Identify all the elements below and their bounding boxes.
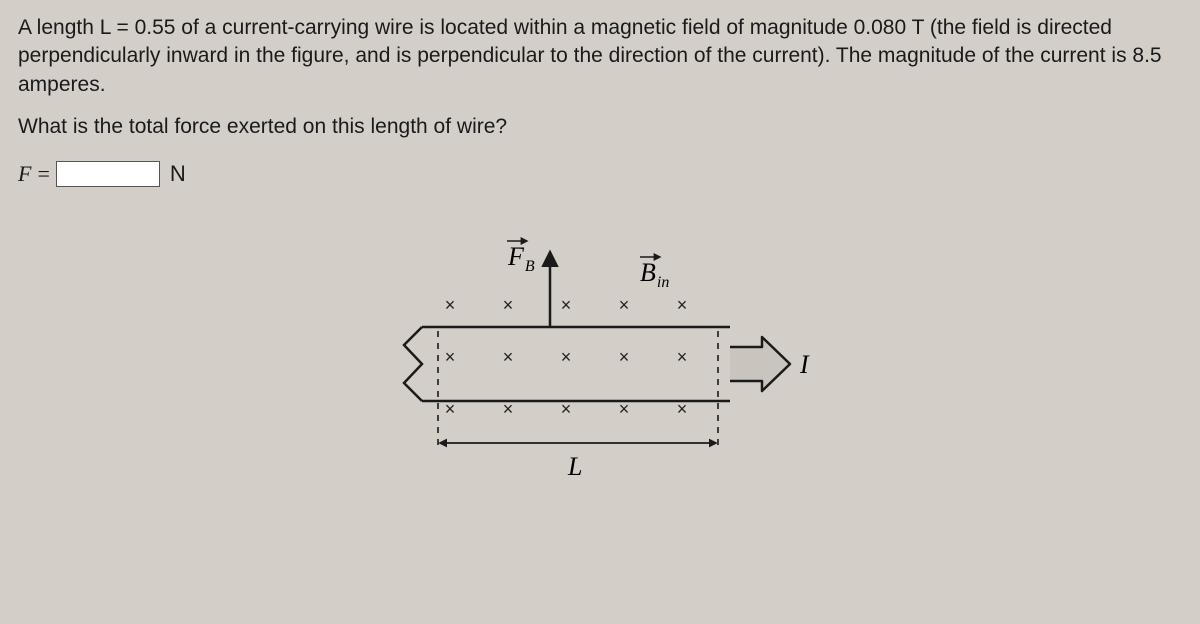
problem-paragraph: A length L = 0.55 of a current-carrying … — [18, 14, 1182, 99]
question-text: What is the total force exerted on this … — [18, 113, 1182, 141]
field-x-icon: × — [561, 347, 572, 367]
field-x-icon: × — [619, 295, 630, 315]
field-x-icon: × — [445, 347, 456, 367]
force-input[interactable] — [56, 161, 160, 187]
figure-container: ××××××××××××××× FB Bin I L — [18, 219, 1182, 519]
field-x-icon: × — [677, 347, 688, 367]
current-arrow — [730, 337, 790, 391]
length-label: L — [567, 452, 582, 481]
field-x-icon: × — [503, 295, 514, 315]
force-label: FB — [507, 242, 535, 275]
current-label: I — [799, 350, 810, 379]
field-x-icon: × — [677, 295, 688, 315]
unit-label: N — [166, 159, 186, 189]
field-x-icon: × — [619, 347, 630, 367]
wire-left-zigzag — [404, 327, 422, 401]
force-symbol: F — [18, 159, 31, 189]
answer-row: F = N — [18, 159, 1182, 189]
field-label: Bin — [640, 258, 669, 291]
field-x-icon: × — [503, 347, 514, 367]
equals-sign: = — [37, 159, 49, 189]
field-x-icon: × — [561, 295, 572, 315]
physics-figure: ××××××××××××××× FB Bin I L — [360, 219, 840, 519]
field-x-icon: × — [445, 295, 456, 315]
